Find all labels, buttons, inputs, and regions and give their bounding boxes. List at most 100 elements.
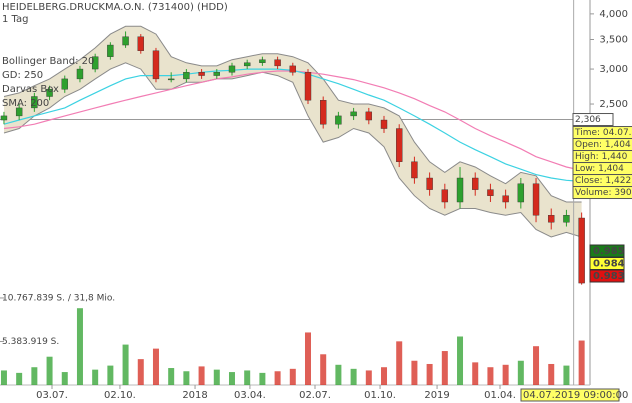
volume-bar <box>259 372 266 385</box>
info-box <box>572 186 632 200</box>
y-tick-label: 3,000 <box>599 64 628 75</box>
candle-body <box>213 72 220 76</box>
candle-body <box>365 111 373 121</box>
candle-body <box>259 59 266 63</box>
candle-body <box>76 68 84 80</box>
volume-bar <box>61 372 68 385</box>
volume-bar <box>244 370 251 385</box>
candle-body <box>441 189 449 203</box>
volume-bar <box>335 364 342 385</box>
candle-body <box>167 78 175 81</box>
candle-body <box>107 44 114 57</box>
candle-body <box>152 50 160 80</box>
candle-body <box>46 89 53 97</box>
candle-body <box>532 183 540 216</box>
volume-bar <box>152 348 159 385</box>
y-tick-label: 3,500 <box>599 34 628 45</box>
chart-subtitle: 1 Tag <box>2 14 28 25</box>
volume-bar <box>578 340 585 385</box>
x-tick-label: 02.10. <box>104 390 136 401</box>
candle-body <box>487 189 494 196</box>
candle-body <box>15 107 23 117</box>
legend-entry: GD: 250 <box>2 70 43 81</box>
last-price-label: 0.984 <box>593 259 625 270</box>
info-text: Time: 04.07. <box>574 128 632 138</box>
volume-bar <box>168 368 175 385</box>
volume-bar <box>396 341 403 385</box>
volume-bar <box>472 362 479 385</box>
info-text: High: 1,440 <box>575 152 628 162</box>
candle-body <box>456 177 464 203</box>
candle-body <box>472 177 479 190</box>
time-box <box>520 388 620 402</box>
volume-bar <box>183 371 190 385</box>
y-tick-label: 4,000 <box>599 9 628 20</box>
candle-body <box>243 62 251 67</box>
candle-body <box>289 65 296 73</box>
candle-body <box>61 78 68 90</box>
candle-body <box>122 36 129 46</box>
candle-body <box>198 72 205 76</box>
last-price-label: 0.983 <box>593 271 625 282</box>
volume-bar <box>213 369 220 385</box>
candle-body <box>304 72 312 101</box>
x-tick-label: 2019 <box>424 390 449 401</box>
candle-body <box>578 217 585 284</box>
candle-body <box>228 65 236 73</box>
legend-entry: Bollinger Band: 20 <box>2 56 94 67</box>
x-tick-label: 03.04. <box>234 390 266 401</box>
x-tick-label: 03.07. <box>36 390 68 401</box>
candle-body <box>274 59 281 67</box>
volume-bar <box>411 360 418 385</box>
volume-bar <box>137 359 144 385</box>
bollinger-upper <box>3 25 582 203</box>
x-tick-label: 02.07. <box>299 390 331 401</box>
volume-bar <box>381 367 388 385</box>
volume-bar <box>31 367 38 385</box>
volume-bar <box>517 360 524 385</box>
crosshair-price-label: 2,306 <box>575 115 601 125</box>
candle-body <box>426 177 433 190</box>
candle-body <box>563 215 570 223</box>
volume-bar <box>441 351 448 385</box>
volume-bar <box>16 372 23 385</box>
volume-bar <box>502 364 509 385</box>
y-tick-label: 2,500 <box>599 99 628 110</box>
candle-body <box>411 161 418 179</box>
volume-bar <box>320 354 327 385</box>
candle-body <box>396 128 403 162</box>
volume-bar <box>426 363 433 385</box>
volume-bar <box>228 372 235 385</box>
volume-bar <box>350 368 357 385</box>
crosshair-price-box <box>572 113 614 127</box>
volume-tick-label: 10.767.839 S. / 31,8 Mio. <box>2 293 115 303</box>
volume-bar <box>487 367 494 385</box>
volume-bar <box>0 370 7 385</box>
candle-body <box>502 195 509 203</box>
x-tick-label: 01.04. <box>484 390 516 401</box>
candle-body <box>0 115 8 121</box>
x-tick-label: 01.10. <box>364 390 396 401</box>
volume-tick-label: 5.383.919 S. <box>2 337 59 347</box>
chart-title: HEIDELBERG.DRUCKMA.O.N. (731400) (HDD) <box>2 2 228 13</box>
indicator-line <box>3 68 582 182</box>
volume-bar <box>76 308 83 385</box>
volume-bar <box>548 363 555 385</box>
last-price-box <box>589 269 625 283</box>
volume-bar <box>304 332 311 385</box>
candle-body <box>183 72 190 80</box>
x-tick-label: 2018 <box>182 390 207 401</box>
info-text: Volume: 390 <box>575 188 632 198</box>
time-label: 04.07.2019 09:00:00 <box>523 390 628 401</box>
legend-entry: SMA: 200 <box>2 98 49 109</box>
volume-bar <box>198 366 205 385</box>
candle-body <box>380 119 388 129</box>
volume-bar <box>563 365 570 385</box>
volume-bar <box>122 344 129 385</box>
volume-bar <box>457 336 464 385</box>
info-text: Open: 1,404 <box>575 140 631 150</box>
info-text: Low: 1,404 <box>575 164 624 174</box>
candle-body <box>31 96 38 109</box>
volume-bar <box>107 365 114 385</box>
candle-body <box>91 56 99 70</box>
